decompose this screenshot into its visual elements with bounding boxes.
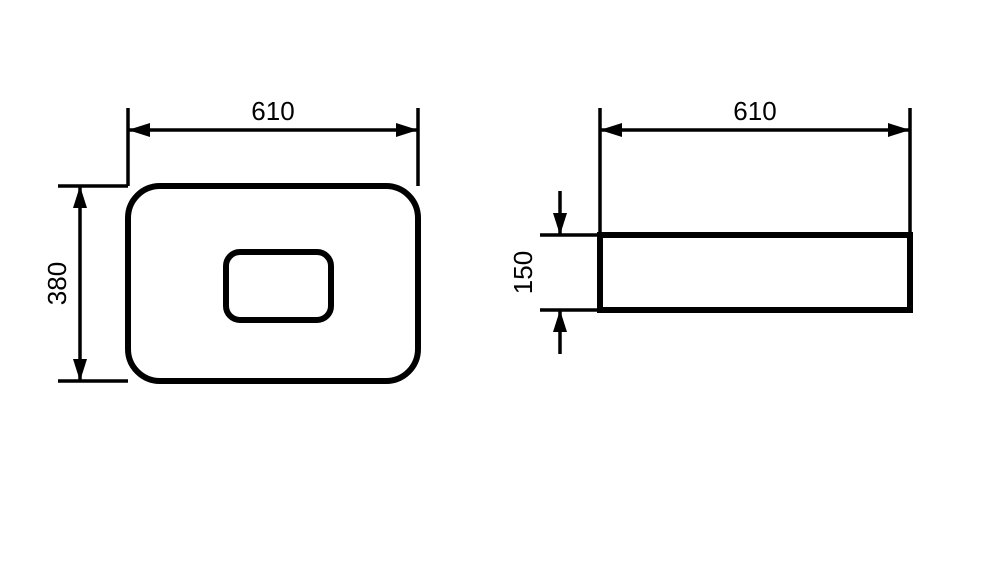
arrowhead-icon	[396, 123, 418, 137]
side-view-rect	[600, 235, 910, 310]
top-view-inner	[226, 252, 331, 320]
side-width-dim-label: 610	[733, 96, 776, 126]
top-view-outer	[128, 186, 418, 381]
arrowhead-icon	[73, 186, 87, 208]
arrowhead-icon	[888, 123, 910, 137]
arrowhead-icon	[128, 123, 150, 137]
arrowhead-icon	[553, 310, 567, 332]
arrowhead-icon	[600, 123, 622, 137]
side-height-dim-label: 150	[508, 251, 538, 294]
arrowhead-icon	[73, 359, 87, 381]
top-height-dim-label: 380	[42, 262, 72, 305]
top-width-dim-label: 610	[251, 96, 294, 126]
arrowhead-icon	[553, 213, 567, 235]
technical-drawing: 610 380 610 150	[0, 0, 1000, 571]
